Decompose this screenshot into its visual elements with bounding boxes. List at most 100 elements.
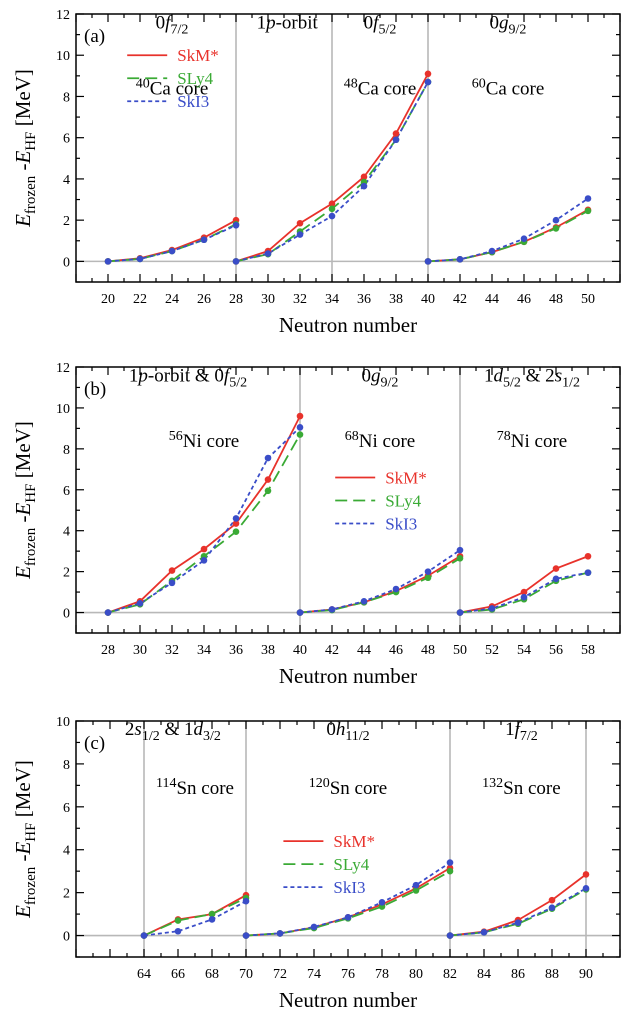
plot-frame (75, 13, 621, 283)
data-point (168, 247, 176, 255)
data-point (264, 454, 272, 462)
data-point (232, 515, 240, 522)
y-tick-label: 12 (56, 8, 70, 23)
x-tick-label: 46 (389, 643, 403, 658)
series-line (299, 549, 461, 614)
annotation: 0f7/2 (156, 12, 189, 37)
data-point (136, 255, 144, 263)
series-line (299, 555, 461, 614)
data-point (488, 605, 496, 612)
x-tick-label: 52 (485, 643, 499, 658)
annotation: 2s1/2 & 1d3/2 (125, 719, 221, 744)
y-tick-label: 4 (63, 525, 70, 540)
series-line (427, 197, 589, 263)
data-point (488, 247, 496, 255)
series-line (143, 897, 247, 937)
series-line (143, 894, 247, 937)
x-tick-label: 46 (517, 292, 531, 307)
panel-label: (c) (84, 733, 105, 754)
x-tick-label: 72 (273, 967, 287, 982)
legend-label: SLy4 (177, 69, 213, 88)
x-tick-label: 86 (511, 967, 525, 982)
x-tick-label: 68 (205, 967, 219, 982)
data-point (310, 923, 318, 931)
x-tick-label: 48 (421, 643, 435, 658)
data-point (104, 609, 112, 616)
data-point (296, 431, 304, 438)
data-point (276, 930, 284, 937)
panel-label: (b) (84, 379, 106, 400)
x-tick-label: 88 (545, 967, 559, 982)
data-point (232, 258, 240, 265)
x-tick-label: 40 (293, 643, 307, 658)
series-line (299, 557, 461, 614)
x-tick-label: 66 (171, 967, 185, 982)
data-point (168, 567, 176, 574)
data-point (378, 898, 386, 906)
data-point (584, 207, 592, 215)
series-line (449, 887, 587, 937)
annotation: 68Ni core (345, 429, 415, 452)
data-point (424, 70, 432, 78)
y-tick-label: 12 (56, 361, 70, 376)
data-point (296, 412, 304, 420)
data-point (242, 932, 250, 939)
y-tick-label: 2 (63, 214, 70, 229)
x-tick-label: 28 (229, 292, 243, 307)
series-line (107, 426, 301, 614)
data-point (456, 256, 464, 263)
x-tick-label: 22 (133, 292, 147, 307)
x-tick-label: 76 (341, 967, 355, 982)
data-point (328, 212, 336, 220)
y-tick-label: 10 (56, 715, 70, 730)
data-point (232, 528, 240, 536)
x-tick-label: 34 (197, 643, 211, 658)
data-point (392, 130, 400, 137)
data-point (520, 593, 528, 601)
plot-frame (75, 366, 621, 634)
data-point (520, 235, 528, 243)
data-point (360, 182, 368, 190)
annotation: 0g9/2 (362, 365, 399, 390)
data-point (264, 487, 272, 495)
data-point (264, 250, 272, 257)
x-axis-title: Neutron number (279, 988, 417, 1012)
data-point (168, 579, 176, 587)
y-tick-label: 8 (63, 443, 70, 458)
y-tick-label: 6 (63, 801, 70, 816)
legend-label: SkI3 (177, 92, 209, 111)
data-point (552, 565, 560, 572)
annotation: 132Sn core (482, 776, 561, 799)
annotation: 48Ca core (344, 76, 417, 99)
x-axis-title: Neutron number (279, 313, 417, 337)
x-tick-label: 30 (133, 643, 147, 658)
data-point (208, 916, 216, 923)
series-line (107, 219, 237, 263)
data-point (424, 568, 432, 575)
y-tick-label: 0 (63, 930, 70, 945)
data-point (446, 867, 454, 875)
data-point (548, 904, 556, 911)
data-point (392, 585, 400, 593)
data-point (480, 929, 488, 936)
annotation: 114Sn core (156, 776, 234, 799)
data-point (136, 600, 144, 607)
series-sly4 (107, 434, 589, 614)
annotation: 120Sn core (309, 776, 388, 799)
x-tick-label: 26 (197, 292, 211, 307)
x-tick-label: 48 (549, 292, 563, 307)
data-point (296, 609, 304, 616)
legend-label: SkI3 (333, 878, 365, 897)
x-tick-label: 32 (293, 292, 307, 307)
x-axis-title: Neutron number (279, 664, 417, 688)
data-point (360, 597, 368, 605)
data-point (584, 569, 592, 576)
y-tick-label: 8 (63, 758, 70, 773)
legend-label: SLy4 (333, 855, 369, 874)
annotation: 0f5/2 (364, 12, 397, 37)
data-point (104, 258, 112, 265)
x-tick-label: 74 (307, 967, 321, 982)
